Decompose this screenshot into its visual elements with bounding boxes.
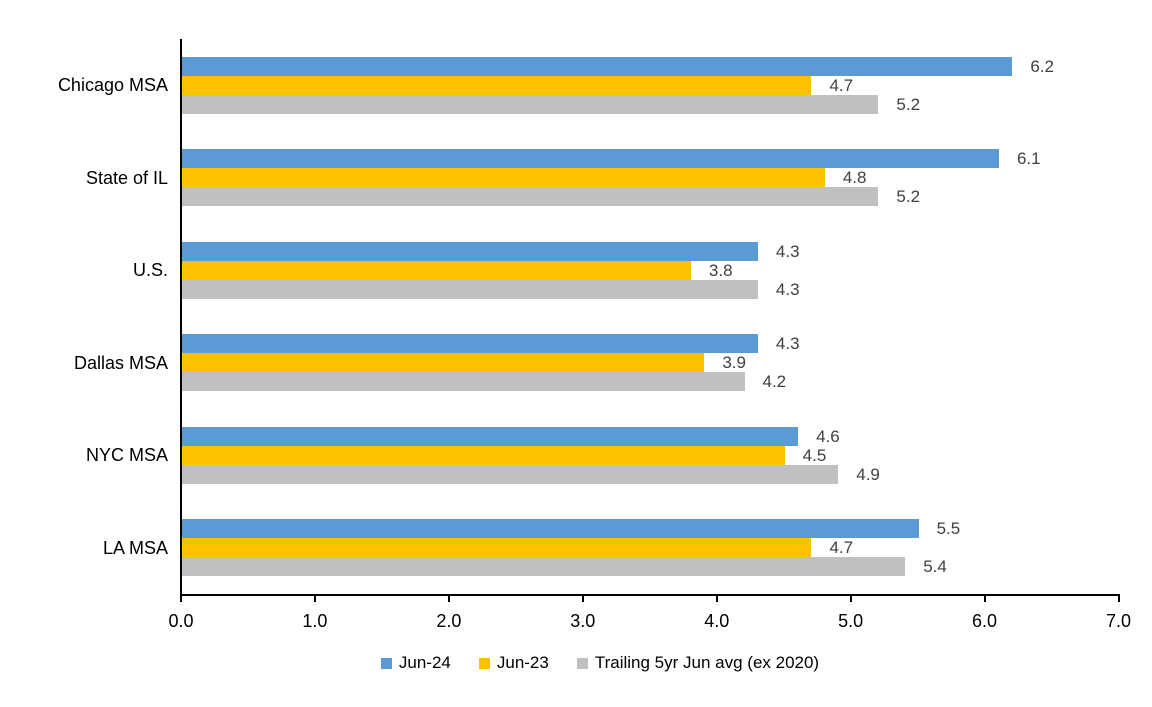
legend-swatch [380, 657, 392, 669]
bar [182, 353, 705, 373]
bar-value-label: 4.7 [829, 538, 854, 558]
category-label: NYC MSA [85, 445, 168, 466]
bar [182, 464, 839, 484]
x-axis-tick [447, 595, 450, 602]
x-axis-tick [715, 595, 718, 602]
bar [182, 187, 879, 207]
x-axis-tick [983, 595, 986, 602]
bar [182, 75, 812, 95]
x-axis-tick [180, 595, 182, 602]
bar [182, 56, 1013, 76]
bar-value-label: 5.5 [936, 519, 961, 539]
category-label: State of IL [85, 167, 168, 188]
legend-swatch [478, 657, 490, 669]
bar [182, 94, 879, 114]
bar-value-label: 5.2 [896, 94, 921, 114]
bar [182, 149, 999, 169]
x-axis-tick-label: 1.0 [302, 611, 328, 631]
bar [182, 334, 758, 354]
bar-value-label: 4.9 [856, 464, 880, 484]
bar [182, 241, 758, 261]
bar [182, 260, 691, 280]
y-axis-line [180, 39, 182, 596]
legend-swatch [576, 657, 588, 669]
x-axis-tick [849, 595, 852, 602]
bar-value-label: 5.4 [923, 557, 947, 577]
x-axis-line [180, 594, 1120, 596]
bar-value-label: 4.3 [775, 334, 800, 354]
bar-value-label: 4.6 [816, 426, 840, 446]
legend-label: Jun-23 [496, 653, 549, 672]
bar [182, 538, 812, 558]
x-axis-tick-label: 4.0 [704, 611, 730, 631]
category-label: Chicago MSA [57, 75, 168, 96]
category-label: LA MSA [102, 537, 168, 558]
bar [182, 372, 745, 392]
legend-label: Trailing 5yr Jun avg (ex 2020) [594, 653, 820, 672]
bar-value-label: 4.7 [829, 75, 854, 95]
bar-value-label: 4.8 [842, 168, 867, 188]
bar-value-label: 6.2 [1030, 56, 1054, 76]
x-axis-tick-label: 5.0 [838, 611, 864, 631]
bar-value-label: 3.9 [722, 353, 746, 373]
bar-value-label: 5.2 [896, 187, 921, 207]
legend-label: Jun-24 [398, 653, 451, 672]
bar [182, 445, 785, 465]
bar-value-label: 4.3 [775, 279, 800, 299]
bar [182, 168, 825, 188]
legend-item: Trailing 5yr Jun avg (ex 2020) [576, 653, 820, 673]
bar-value-label: 6.1 [1016, 149, 1041, 169]
bar-value-label: 4.2 [762, 372, 787, 392]
bar [182, 519, 919, 539]
x-axis-tick-label: 7.0 [1105, 611, 1132, 631]
x-axis-tick-label: 6.0 [972, 611, 998, 631]
legend-item: Jun-24 [380, 653, 451, 673]
category-label: U.S. [132, 260, 168, 281]
x-axis-tick-label: 3.0 [570, 611, 596, 631]
bar-value-label: 4.3 [775, 241, 800, 261]
x-axis-tick [1117, 595, 1120, 602]
x-axis-tick [313, 595, 316, 602]
bar [182, 279, 758, 299]
x-axis-tick-label: 0.0 [168, 611, 194, 631]
legend-item: Jun-23 [478, 653, 549, 673]
bar [182, 557, 906, 577]
x-axis-tick-label: 2.0 [436, 611, 462, 631]
legend: Jun-24 Jun-23 Trailing 5yr Jun avg (ex 202… [0, 653, 1152, 673]
bar [182, 426, 799, 446]
bar-value-label: 4.5 [802, 445, 827, 465]
bar-value-label: 3.8 [708, 260, 733, 280]
category-label: Dallas MSA [73, 352, 168, 373]
x-axis-tick [581, 595, 584, 602]
